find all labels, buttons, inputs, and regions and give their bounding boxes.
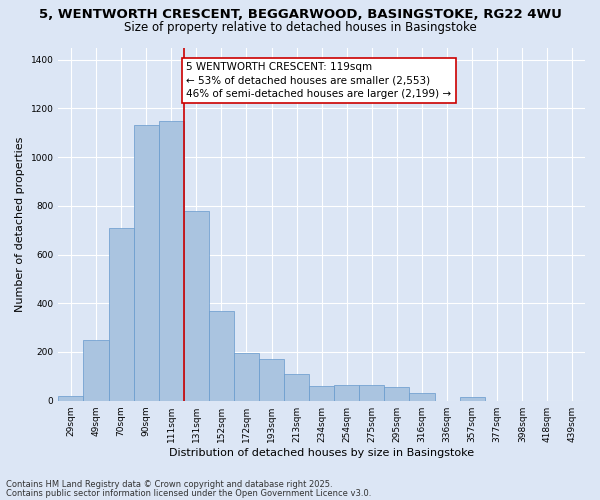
Bar — [359, 385, 385, 400]
X-axis label: Distribution of detached houses by size in Basingstoke: Distribution of detached houses by size … — [169, 448, 474, 458]
Text: Contains HM Land Registry data © Crown copyright and database right 2025.: Contains HM Land Registry data © Crown c… — [6, 480, 332, 489]
Bar — [184, 210, 209, 400]
Bar — [159, 120, 184, 400]
Bar — [83, 340, 109, 400]
Bar — [134, 126, 159, 400]
Text: 5 WENTWORTH CRESCENT: 119sqm
← 53% of detached houses are smaller (2,553)
46% of: 5 WENTWORTH CRESCENT: 119sqm ← 53% of de… — [187, 62, 451, 98]
Bar — [385, 388, 409, 400]
Bar — [309, 386, 334, 400]
Bar — [409, 394, 434, 400]
Text: 5, WENTWORTH CRESCENT, BEGGARWOOD, BASINGSTOKE, RG22 4WU: 5, WENTWORTH CRESCENT, BEGGARWOOD, BASIN… — [38, 8, 562, 20]
Bar — [460, 397, 485, 400]
Bar — [284, 374, 309, 400]
Bar — [259, 360, 284, 401]
Bar — [334, 385, 359, 400]
Text: Size of property relative to detached houses in Basingstoke: Size of property relative to detached ho… — [124, 21, 476, 34]
Bar — [209, 310, 234, 400]
Bar — [109, 228, 134, 400]
Text: Contains public sector information licensed under the Open Government Licence v3: Contains public sector information licen… — [6, 489, 371, 498]
Y-axis label: Number of detached properties: Number of detached properties — [15, 136, 25, 312]
Bar — [58, 396, 83, 400]
Bar — [234, 353, 259, 401]
